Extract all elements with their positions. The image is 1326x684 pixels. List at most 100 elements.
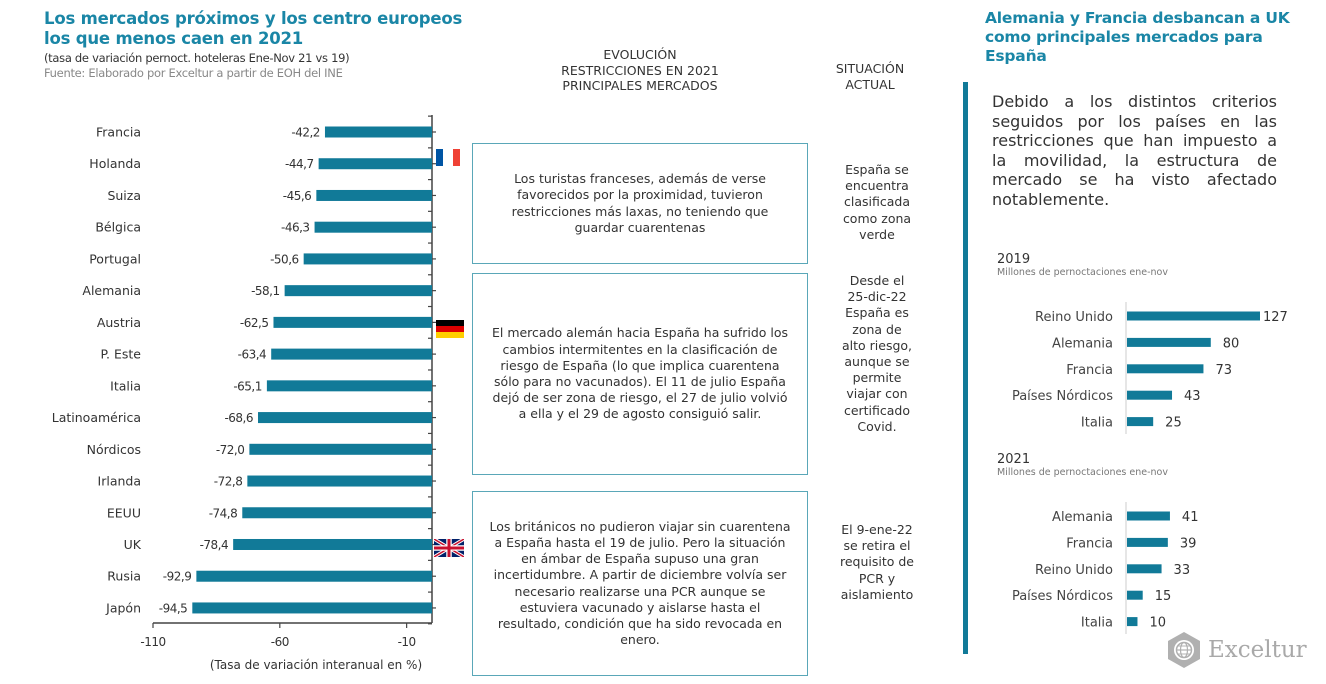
situation-line: verde <box>859 226 895 242</box>
value-label: 39 <box>1180 536 1197 551</box>
category-label: Francia <box>1066 363 1113 378</box>
value-label: 15 <box>1155 589 1172 604</box>
value-label: -65,1 <box>233 379 262 393</box>
bar <box>273 316 432 328</box>
right-panel-text: Debido a los distintos criterios seguido… <box>992 92 1277 209</box>
category-label: Austria <box>97 315 141 330</box>
right-panel-title: Alemania y Francia desbancan a UK como p… <box>985 9 1290 65</box>
variation-bar-chart: -110 -60 -10 (Tasa de variación interanual … <box>52 115 436 672</box>
category-label: Nórdicos <box>87 442 141 457</box>
situation-line: zona de <box>852 321 902 337</box>
bar <box>196 570 432 582</box>
category-label: Reino Unido <box>1035 563 1113 578</box>
bar <box>1127 617 1138 627</box>
situation-line: alto riesgo, <box>841 337 913 353</box>
situation-line: certificado <box>843 402 911 418</box>
situation-line: España se <box>845 162 909 177</box>
mini-chart-year: 2021 <box>997 452 1030 467</box>
situation-line: permite <box>852 370 902 386</box>
situation-line: requisito de <box>839 554 915 570</box>
bar <box>1127 564 1162 574</box>
value-label: 10 <box>1149 616 1166 631</box>
value-label: -63,4 <box>238 348 267 362</box>
bar <box>266 380 432 392</box>
value-label: -72,8 <box>214 475 243 489</box>
x-tick-label: -10 <box>398 635 416 649</box>
value-label: 43 <box>1184 389 1201 404</box>
mini-chart-year: 2019 <box>997 252 1030 267</box>
category-label: Países Nórdicos <box>1012 589 1113 604</box>
bar <box>324 126 432 138</box>
category-label: P. Este <box>100 347 141 362</box>
situation-column-header: SITUACIÓN ACTUAL <box>810 61 930 92</box>
value-label: -46,3 <box>281 221 310 235</box>
category-label: Portugal <box>89 251 141 266</box>
situation-line: Covid. <box>857 418 897 434</box>
category-label: Bélgica <box>95 220 141 235</box>
situation-line: encuentra <box>845 178 909 194</box>
category-label: Italia <box>1081 416 1113 431</box>
category-label: EEUU <box>107 505 141 520</box>
france-restrictions-box: Los turistas franceses, además de verse … <box>472 143 808 264</box>
x-tick-label: -110 <box>140 635 165 649</box>
value-label: 127 <box>1263 310 1288 325</box>
situation-line: viajar con <box>846 386 908 402</box>
category-label: Alemania <box>1052 510 1113 525</box>
category-label: Francia <box>96 125 141 140</box>
exceltur-logo-text: Exceltur <box>1208 637 1307 663</box>
bar <box>314 221 432 233</box>
category-label: Reino Unido <box>1035 310 1113 325</box>
situation-line: 25-dic-22 <box>847 289 907 305</box>
exceltur-globe-hexagon-icon <box>1168 632 1200 668</box>
situation-header-line: ACTUAL <box>845 76 895 92</box>
situation-line: El 9-ene-22 <box>841 522 913 537</box>
uk-restrictions-box: Los británicos no pudieron viajar sin cu… <box>472 491 808 676</box>
left-chart-title: Los mercados próximos y los centro europ… <box>44 9 463 48</box>
category-label: Italia <box>110 378 141 393</box>
bar <box>316 189 432 201</box>
value-label: -72,0 <box>216 443 245 457</box>
value-label: -50,6 <box>270 252 299 266</box>
situation-line: PCR y <box>858 570 896 586</box>
value-label: 73 <box>1215 363 1232 378</box>
category-label: Alemania <box>82 283 141 298</box>
accent-divider <box>963 82 968 654</box>
france-restrictions-text: Los turistas franceses, además de verse … <box>511 171 769 235</box>
value-label: 25 <box>1165 416 1182 431</box>
value-label: 41 <box>1182 510 1199 525</box>
germany-situation: Desde el 25-dic-22 España es zona de alto ri… <box>822 273 932 435</box>
bar <box>1127 537 1168 547</box>
category-label: Italia <box>1081 616 1113 631</box>
bar <box>1127 390 1173 400</box>
bar <box>1127 364 1204 374</box>
value-label: -68,6 <box>224 411 253 425</box>
situation-line: aunque se <box>844 354 910 370</box>
value-label: -62,5 <box>240 316 269 330</box>
evolution-header-line: PRINCIPALES MERCADOS <box>562 78 718 93</box>
value-label: 80 <box>1223 336 1240 351</box>
flag-france-icon <box>436 149 460 166</box>
mini-chart-subtitle: Millones de pernoctaciones ene-nov <box>997 467 1168 478</box>
france-situation: España se encuentra clasificada como zona ve… <box>822 162 932 243</box>
bar <box>1127 311 1260 321</box>
value-label: -45,6 <box>283 189 312 203</box>
flag-uk-icon <box>434 539 464 557</box>
value-label: -92,9 <box>163 570 192 584</box>
situation-line: como zona <box>842 210 912 226</box>
category-label: Japón <box>105 600 141 615</box>
evolution-header-line: RESTRICCIONES EN 2021 <box>561 62 719 78</box>
bar <box>258 412 432 424</box>
mini-chart-subtitle: Millones de pernoctaciones ene-nov <box>997 267 1168 278</box>
value-label: -58,1 <box>251 284 280 298</box>
exceltur-logo: Exceltur <box>1166 631 1307 669</box>
bar <box>242 507 432 519</box>
bar <box>284 285 432 297</box>
bar <box>192 602 432 614</box>
uk-restrictions-text: Los británicos no pudieron viajar sin cu… <box>489 518 791 648</box>
germany-restrictions-box: El mercado alemán hacia España ha sufrid… <box>472 273 808 475</box>
bar <box>1127 590 1143 600</box>
germany-restrictions-text: El mercado alemán hacia España ha sufrid… <box>491 325 789 422</box>
category-label: Suiza <box>107 188 141 203</box>
value-label: 33 <box>1174 563 1191 578</box>
